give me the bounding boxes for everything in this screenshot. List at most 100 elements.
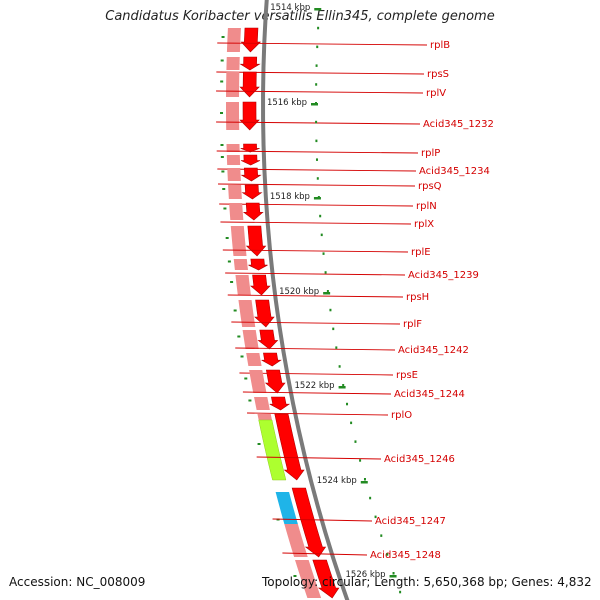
gene-label-rplv: rplV (426, 88, 446, 99)
minor-tick (386, 553, 389, 556)
leader-line-rplf (231, 321, 401, 325)
minor-tick (319, 214, 322, 218)
kbp-label: 1518 kbp (270, 192, 310, 202)
gene-block-acid345-1232 (226, 102, 240, 130)
cds-arrow-rplv (239, 71, 260, 98)
major-tick (360, 481, 368, 484)
kbp-label: 1526 kbp (346, 570, 386, 580)
gene-block-rplp (226, 144, 240, 152)
gene-block-acid345-1242 (242, 330, 259, 349)
gene-marker-acid345-1244 (244, 377, 248, 380)
gene-marker-acid345-1232 (220, 112, 224, 114)
leader-line-rplb (217, 42, 428, 46)
minor-tick (342, 384, 345, 387)
leader-line-acid345-1248 (282, 552, 368, 556)
minor-tick (315, 64, 318, 67)
gene-marker-acid345-1242 (237, 335, 241, 338)
gene-label-rplx: rplX (414, 219, 434, 230)
cds-arrow-acid345-1232 (239, 101, 260, 131)
gene-block-acid345-1248 (295, 560, 322, 598)
map-title: Candidatus Koribacter versatilis Ellin34… (105, 9, 495, 24)
minor-tick (350, 421, 353, 425)
gene-label-rplf: rplF (403, 319, 422, 330)
kbp-label: 1524 kbp (317, 476, 357, 486)
gene-label-acid345-1234: Acid345_1234 (419, 166, 490, 177)
cds-arrow-rpln (241, 184, 263, 200)
gene-block-rpsq (227, 168, 241, 181)
gene-block-acid345-1244 (249, 370, 267, 393)
gene-marker-rpse (240, 355, 244, 358)
gene-block-rplo (254, 397, 270, 410)
minor-tick (315, 83, 318, 86)
cds-arrow-acid345-1248 (312, 559, 340, 599)
gene-block-acid345-1246-pink (257, 414, 272, 420)
minor-tick (332, 327, 335, 331)
gene-label-rplo: rplO (391, 410, 412, 421)
topology-text: Topology: circular; Length: 5,650,368 bp… (262, 575, 592, 589)
kbp-label: 1520 kbp (279, 287, 319, 297)
cds-arrow-rple (245, 225, 267, 257)
minor-tick (363, 478, 366, 481)
gene-block-rpse (246, 353, 262, 366)
gene-label-rpss: rpsS (427, 69, 449, 80)
cds-arrow-acid345-1247 (291, 487, 327, 558)
gene-marker-acid345-1246 (257, 443, 261, 445)
gene-label-rpsh: rpsH (406, 292, 429, 303)
kbp-label: 1514 kbp (270, 3, 310, 13)
gene-marker-rplv (220, 80, 224, 83)
cds-arrow-rpsq (240, 167, 262, 182)
gene-block-rpsh (235, 275, 251, 295)
gene-label-rpln: rplN (416, 201, 437, 212)
minor-tick (320, 233, 323, 237)
gene-block-rplv (226, 72, 240, 97)
major-tick (338, 386, 346, 389)
minor-tick (326, 290, 329, 293)
gene-label-acid345-1248: Acid345_1248 (370, 550, 441, 561)
gene-marker-acid345-1234 (220, 156, 224, 158)
leader-line-rplx (220, 221, 412, 225)
gene-marker-rplb (221, 36, 225, 38)
minor-tick (324, 271, 327, 274)
gene-block-acid345-1247 (275, 492, 298, 524)
minor-tick (346, 402, 349, 406)
gene-block-acid345-1246 (258, 419, 287, 481)
leader-line-acid345-1247 (272, 518, 373, 522)
cds-arrow-rplo (269, 396, 291, 411)
gene-label-rpsq: rpsQ (418, 181, 442, 192)
gene-block-rpln (228, 185, 242, 199)
leader-line-rpsh (227, 294, 404, 298)
minor-tick (316, 45, 319, 49)
minor-tick (359, 459, 362, 462)
minor-tick (329, 308, 332, 312)
leader-line-rplo (247, 412, 389, 416)
gene-block-acid345-1239 (233, 259, 248, 270)
gene-label-rplb: rplB (430, 40, 450, 51)
gene-label-rplp: rplP (421, 148, 440, 159)
gene-marker-rple (225, 237, 229, 239)
cds-arrow-acid345-1246 (274, 413, 305, 481)
gene-label-acid345-1242: Acid345_1242 (398, 345, 469, 356)
minor-tick (315, 158, 318, 161)
cds-arrow-acid345-1239 (248, 258, 268, 271)
leader-line-rpse (239, 372, 394, 376)
gene-block-rplb (226, 28, 241, 52)
gene-label-acid345-1246: Acid345_1246 (384, 454, 455, 465)
leader-line-acid345-1246 (256, 456, 382, 460)
gene-marker-rpss (220, 59, 224, 62)
gene-label-acid345-1244: Acid345_1244 (394, 389, 465, 400)
gene-label-rple: rplE (411, 247, 431, 258)
cds-arrow-acid345-1242 (257, 329, 279, 350)
minor-tick (354, 440, 357, 443)
minor-tick (335, 346, 338, 349)
minor-tick (316, 177, 319, 180)
leader-line-acid345-1244 (242, 391, 392, 395)
cds-arrow-rpsh (249, 274, 271, 296)
cds-arrow-rpse (261, 352, 282, 367)
major-tick (311, 103, 318, 106)
leader-line-rple (222, 249, 409, 253)
leader-line-rplp (216, 150, 419, 154)
gene-marker-rplf (233, 309, 237, 312)
gene-marker-rpln (222, 188, 226, 190)
